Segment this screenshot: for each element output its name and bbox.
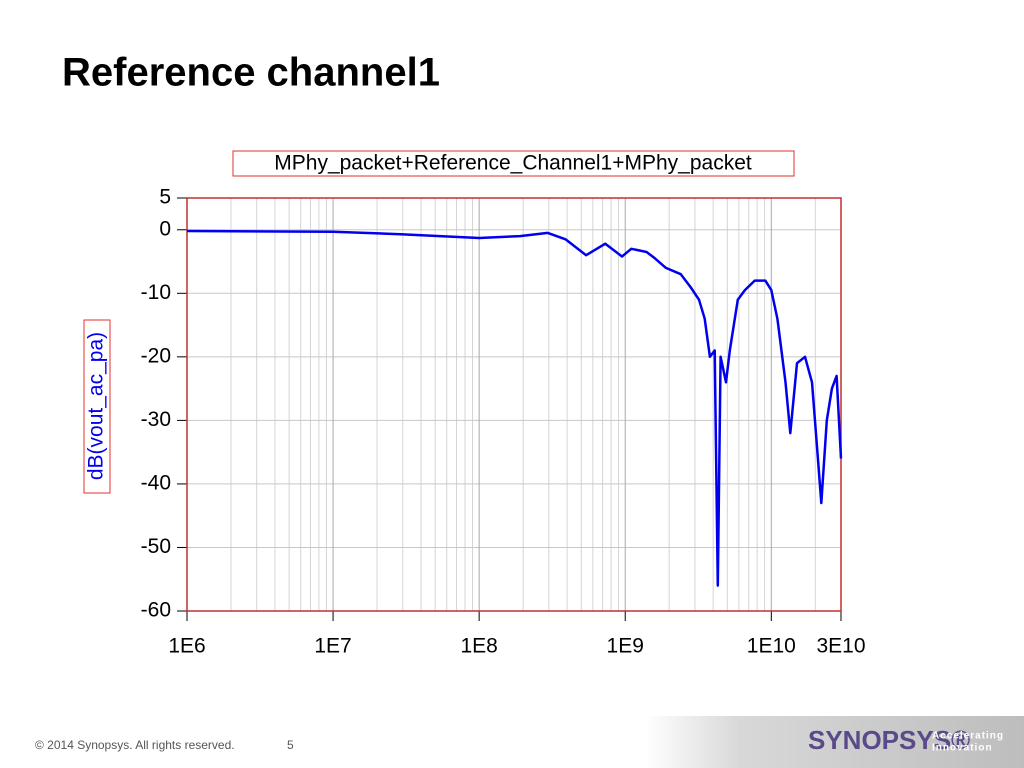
- y-tick-label: 0: [159, 217, 171, 240]
- x-tick-label: 3E10: [816, 635, 865, 658]
- tagline: Innovation: [932, 743, 993, 754]
- x-tick-label: 1E8: [460, 635, 497, 658]
- plot: 5 0 -10 -20 -30 -40 -50 -60 1E6 1E7 1E8 1E9 1E10 3E10: [141, 186, 866, 658]
- footer-band: [645, 716, 1024, 768]
- ylabel-box: [83, 319, 111, 494]
- y-tick-label: -40: [141, 471, 171, 494]
- x-tick-label: 1E9: [607, 635, 644, 658]
- tagline: Accelerating: [932, 731, 1004, 742]
- title-box: [232, 150, 795, 177]
- x-tick-label: 1E10: [747, 635, 796, 658]
- x-tick-label: 1E6: [168, 635, 205, 658]
- y-tick-label: -20: [141, 344, 171, 367]
- logo: SYNOPSYS®: [808, 725, 970, 755]
- slide-title: Reference channel1: [62, 51, 440, 95]
- x-tick-label: 1E7: [314, 635, 351, 658]
- y-axis-label: dB(vout_ac_pa): [85, 332, 108, 480]
- plot-frame: [186, 197, 842, 612]
- footer: © 2014 Synopsys. All rights reserved.: [35, 738, 235, 752]
- page-number: 5: [287, 738, 294, 752]
- y-tick-label: -60: [141, 599, 171, 622]
- y-tick-label: -30: [141, 408, 171, 431]
- data-line: [186, 229, 843, 587]
- chart-title: MPhy_packet+Reference_Channel1+MPhy_pack…: [274, 152, 752, 175]
- y-tick-label: -50: [141, 535, 171, 558]
- y-tick-label: 5: [159, 186, 171, 209]
- y-tick-label: -10: [141, 281, 171, 304]
